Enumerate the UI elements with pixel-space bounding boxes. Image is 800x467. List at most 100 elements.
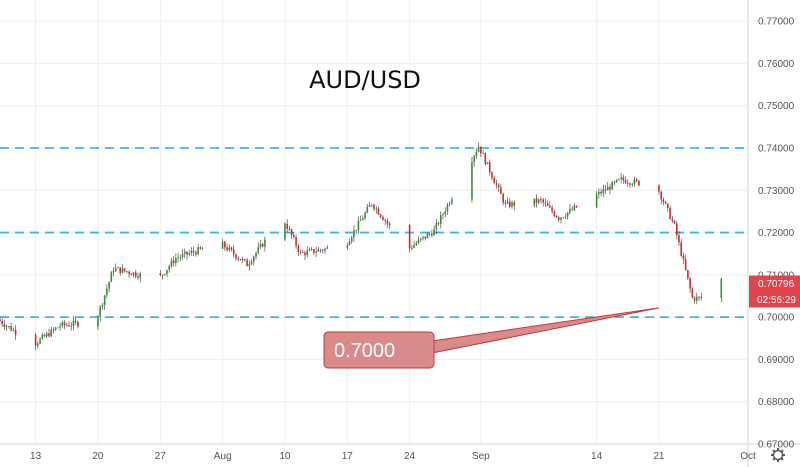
- candle-body: [34, 334, 37, 346]
- candle-body: [137, 276, 139, 278]
- candle-body: [658, 185, 660, 192]
- candle-body: [175, 257, 177, 264]
- last-price-value: 0.70796: [758, 279, 795, 290]
- candle-body: [562, 217, 565, 219]
- candle-body: [549, 205, 551, 208]
- candle-body: [159, 273, 162, 275]
- candle-body: [41, 335, 44, 339]
- candle-body: [63, 322, 66, 326]
- candle-body: [12, 329, 15, 331]
- candle-body: [313, 248, 315, 253]
- countdown-tag: [749, 291, 800, 308]
- candle-body: [542, 199, 544, 203]
- candle-body: [48, 333, 50, 337]
- price-axis[interactable]: 0.77000 0.76000 0.75000 0.74000 0.73000 0.720…: [758, 17, 795, 451]
- candle-body: [609, 186, 611, 190]
- candle-body: [680, 242, 683, 256]
- candle-body: [620, 177, 622, 180]
- candle-body: [373, 204, 375, 209]
- candle-body: [442, 214, 444, 216]
- candle-body: [228, 247, 231, 251]
- candle-body: [695, 296, 698, 301]
- candle-body: [126, 271, 128, 272]
- price-tick-label: 0.75000: [758, 101, 795, 112]
- candle-body: [564, 216, 567, 218]
- candle-body: [226, 247, 228, 251]
- time-axis[interactable]: 13 20 27 Aug 10 17 24 Sep 14 21 Oct: [30, 451, 756, 462]
- candle-body: [101, 304, 104, 307]
- candle-body: [566, 212, 569, 217]
- candle-body: [232, 249, 235, 255]
- candle-body: [183, 251, 186, 254]
- time-tick-label: 13: [30, 451, 42, 462]
- candle-body: [693, 297, 696, 301]
- candle-body: [239, 258, 242, 261]
- candle-body: [480, 146, 482, 154]
- candle-body: [68, 325, 70, 327]
- candle-body: [613, 182, 616, 183]
- gear-icon[interactable]: [771, 448, 785, 462]
- candle-body: [604, 189, 607, 191]
- candle-body: [540, 199, 542, 201]
- chart-title: AUD/USD: [309, 66, 421, 94]
- candle-body: [297, 245, 300, 252]
- candle-body: [691, 288, 694, 298]
- candle-body: [482, 153, 484, 155]
- candle-body: [618, 179, 620, 180]
- candle-body: [324, 248, 326, 251]
- candle-body: [132, 272, 135, 276]
- candle-body: [629, 183, 631, 185]
- candle-body: [61, 322, 64, 327]
- candle-body: [197, 247, 199, 255]
- candle-body: [720, 278, 723, 299]
- candle-body: [248, 263, 251, 267]
- candle-body: [299, 251, 302, 253]
- candle-body: [419, 238, 422, 240]
- candle-body: [513, 202, 516, 206]
- candle-body: [431, 233, 433, 236]
- candle-body: [241, 259, 244, 261]
- candle-body: [284, 223, 286, 240]
- candle-body: [255, 252, 257, 257]
- candle-body: [230, 247, 233, 250]
- candle-body: [128, 271, 130, 275]
- candle-body: [673, 220, 676, 224]
- candle-body: [662, 199, 665, 203]
- candle-body: [471, 161, 473, 200]
- candle-body: [348, 241, 351, 246]
- candle-body: [622, 177, 625, 181]
- candle-body: [319, 249, 322, 251]
- candle-body: [500, 187, 502, 195]
- candle-body: [237, 258, 240, 260]
- candle-body: [45, 333, 48, 337]
- candle-body: [59, 326, 61, 328]
- candle-body: [557, 217, 560, 221]
- candle-body: [439, 215, 442, 224]
- candle-body: [261, 243, 264, 247]
- candle-body: [435, 223, 438, 230]
- candle-body: [631, 184, 634, 186]
- price-tick-label: 0.72000: [758, 228, 795, 239]
- candle-body: [290, 229, 293, 236]
- candle-body: [422, 236, 424, 239]
- candle-body: [488, 162, 491, 173]
- candle-body: [181, 253, 184, 258]
- candle-body: [315, 251, 317, 253]
- candle-body: [321, 250, 324, 251]
- candle-body: [595, 194, 598, 208]
- candle-body: [573, 205, 576, 210]
- candle-body: [57, 327, 59, 329]
- candle-body: [388, 223, 391, 226]
- candle-body: [606, 186, 609, 191]
- candle-body: [77, 322, 79, 327]
- candle-body: [602, 189, 605, 194]
- candle-body: [326, 247, 329, 249]
- candle-body: [386, 221, 389, 224]
- candle-body: [8, 326, 10, 327]
- candle-body: [698, 296, 700, 298]
- candle-body: [446, 204, 449, 212]
- candle-body: [293, 235, 295, 238]
- candle-body: [533, 198, 536, 206]
- candle-body: [117, 267, 119, 269]
- candle-body: [364, 212, 366, 219]
